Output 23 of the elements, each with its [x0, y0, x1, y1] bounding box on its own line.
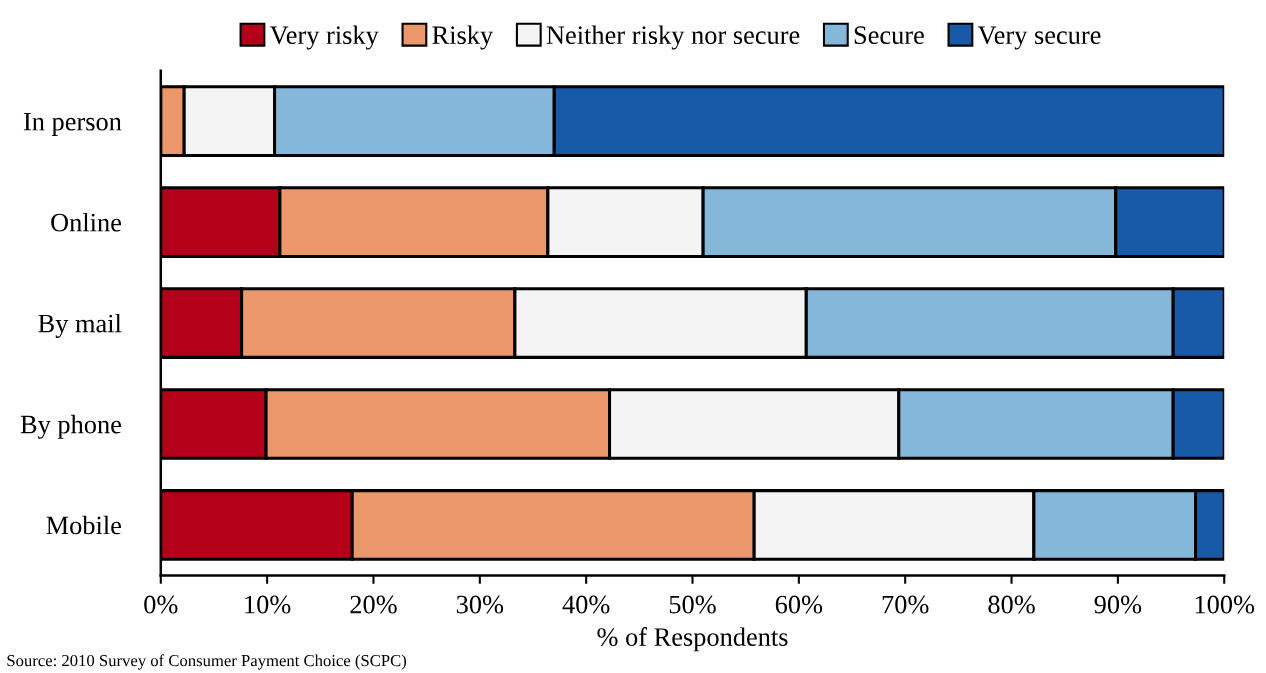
x-tick-label: 20%	[350, 595, 397, 614]
y-tick-label: In person	[23, 113, 122, 136]
x-tick-label: 50%	[669, 595, 716, 614]
x-tick-label: 70%	[882, 595, 929, 614]
y-tick-label: Mobile	[46, 515, 121, 535]
legend-label: Risky	[432, 25, 494, 50]
legend-label: Neither risky nor secure	[546, 25, 800, 50]
legend-label: Very secure	[977, 26, 1101, 50]
y-tick-label: By mail	[38, 313, 122, 338]
source-note: Source: 2010 Survey of Consumer Payment Choice (SCPC)	[7, 654, 407, 670]
x-tick-label: 60%	[775, 595, 823, 614]
x-tick-label: 10%	[245, 595, 291, 614]
x-tick-label: 100%	[1195, 595, 1255, 614]
x-tick-label: 40%	[562, 595, 610, 614]
y-tick-label: Online	[51, 212, 121, 232]
legend-label: Very risky	[269, 25, 379, 50]
legend-label: Secure	[854, 26, 924, 45]
x-tick-label: 0%	[144, 595, 178, 614]
x-tick-label: 30%	[456, 595, 504, 614]
y-tick-label: By phone	[20, 414, 121, 439]
x-tick-label: 90%	[1094, 595, 1142, 614]
x-axis-title: % of Respondents	[597, 627, 788, 652]
x-tick-label: 80%	[988, 595, 1035, 614]
